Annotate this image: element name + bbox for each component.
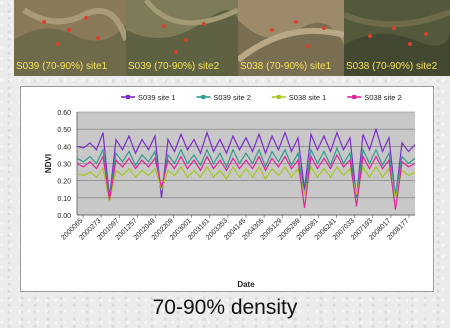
satellite-image-s039-site1 (14, 0, 126, 76)
density-caption: 70-90% density (152, 296, 298, 319)
thumbnail-caption: S038 (70-90%) site2 (346, 61, 438, 72)
y-tick-label: 0.30 (57, 162, 71, 169)
y-tick-label: 0.50 (57, 127, 71, 134)
legend-marker (201, 95, 206, 99)
legend-marker (352, 95, 357, 99)
y-tick-label: 0.60 (57, 110, 71, 117)
thumbnail-caption: S038 (70-90%) site1 (240, 61, 332, 72)
thumbnail-s038-site1: S038 (70-90%) site1 (238, 0, 344, 76)
thumbnail-caption: S039 (70-90%) site2 (128, 61, 220, 72)
satellite-image-s038-site2 (344, 0, 450, 76)
thumbnail-caption: S039 (70-90%) site1 (16, 61, 108, 72)
satellite-thumbnail-strip: S039 (70-90%) site1 S039 (70-90%) site2 … (14, 0, 450, 76)
thumbnail-s039-site1: S039 (70-90%) site1 (14, 0, 126, 76)
x-axis-title: Date (237, 280, 255, 289)
satellite-image-s039-site2 (126, 0, 238, 76)
series-line (76, 153, 416, 210)
series-line (76, 127, 416, 198)
y-tick-label: 0.00 (57, 213, 71, 220)
thumbnail-s038-site2: S038 (70-90%) site2 (344, 0, 450, 76)
y-tick-label: 0.10 (57, 196, 71, 203)
legend-entry: S039 site 1 (138, 93, 176, 102)
ndvi-line-chart: 0.000.100.200.300.400.500.60200006520002… (44, 93, 416, 289)
satellite-image-s038-site1 (238, 0, 344, 76)
y-tick-label: 0.20 (57, 179, 71, 186)
thumbnail-s039-site2: S039 (70-90%) site2 (126, 0, 238, 76)
legend-marker (126, 95, 130, 99)
series-line (76, 146, 416, 198)
legend-marker (276, 95, 281, 99)
y-axis-title: NDVI (44, 154, 53, 173)
legend-entry: S039 site 2 (213, 93, 251, 102)
legend-entry: S038 site 1 (289, 93, 327, 102)
ndvi-chart-panel: 0.00 0.10 0.20 0.30 0.40 0.50 0.60 2000065 20002… (20, 86, 434, 292)
legend-entry: S038 site 2 (364, 93, 402, 102)
y-tick-label: 0.40 (57, 144, 71, 151)
